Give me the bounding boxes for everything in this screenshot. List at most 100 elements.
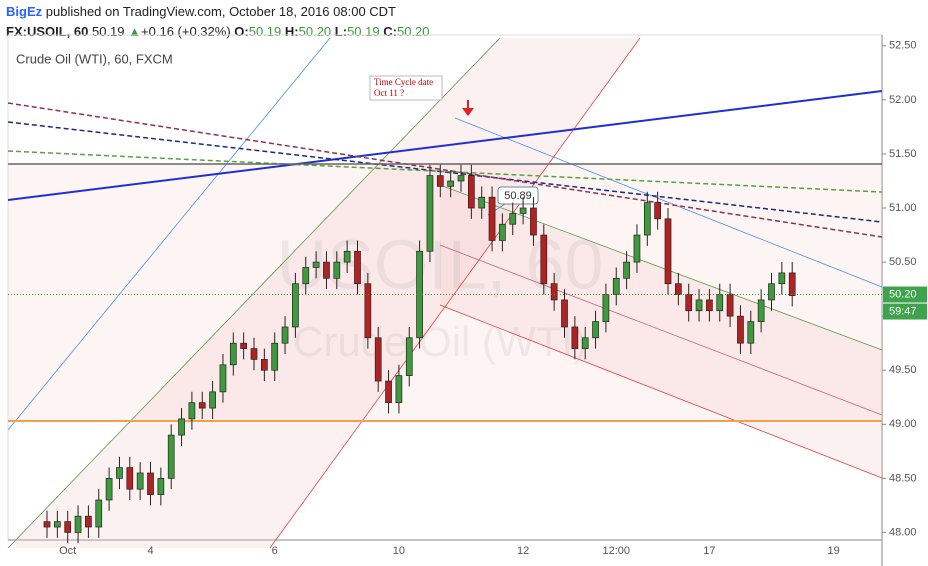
candle-body [561, 299, 568, 328]
candle-body [540, 234, 548, 285]
candle-body [550, 283, 558, 301]
publish-info: published on TradingView.com, October 18… [45, 4, 397, 19]
candle-body [447, 180, 454, 187]
author[interactable]: BigEz [6, 4, 43, 19]
y-tick-label: 52.00 [889, 94, 917, 106]
candle-body [643, 202, 651, 236]
candle-body [198, 402, 206, 409]
candle-body [105, 478, 113, 501]
candle-body [747, 321, 755, 344]
publish-line: BigEz published on TradingView.com, Octo… [6, 2, 430, 22]
y-tick-label: 49.50 [889, 364, 917, 376]
candle-body [519, 207, 527, 214]
candle-body [623, 261, 630, 279]
trend-line [7, 37, 331, 431]
callout-box [497, 186, 539, 205]
trend-line [454, 117, 883, 288]
channel-line [269, 37, 641, 549]
candle-body [778, 272, 786, 285]
candle-body [571, 326, 579, 349]
candle-body [726, 294, 734, 317]
candle-body [436, 175, 444, 187]
candle-body [271, 342, 279, 371]
trend-line [7, 90, 883, 201]
candle-body [499, 223, 506, 241]
x-tick-label: 6 [272, 545, 278, 557]
candle-body [757, 299, 765, 322]
candle-body [788, 272, 796, 296]
candle-body [457, 175, 465, 182]
candle-body [178, 418, 185, 436]
fork-zone [440, 185, 882, 478]
candle-body [374, 337, 382, 382]
watermark-symbol: USOIL, 60 [277, 225, 604, 303]
y-tick-label: 51.50 [889, 148, 917, 160]
countdown-label: 59:47 [889, 305, 917, 317]
x-tick-label: 4 [147, 545, 153, 557]
candle-body [343, 250, 351, 263]
candle-body [323, 261, 330, 279]
candle-body [602, 294, 610, 322]
x-tick-label: 12:00 [602, 545, 630, 557]
range-zone [8, 164, 882, 421]
candle-body [664, 218, 672, 285]
candle-body [674, 283, 682, 295]
fork-line [439, 244, 883, 416]
candle-body [737, 315, 744, 344]
candle-body [364, 283, 372, 339]
candle-body [716, 294, 724, 312]
candle-body [633, 234, 641, 263]
candle-body [654, 202, 662, 220]
x-tick-label: 19 [827, 545, 839, 557]
red-arrow [462, 100, 474, 116]
candle-body [354, 250, 361, 285]
y-tick-label: 48.00 [889, 526, 917, 538]
candle-body [488, 196, 496, 241]
candle-body [74, 515, 82, 533]
trend-line [7, 121, 883, 223]
candle-body [385, 380, 392, 404]
candle-body [250, 348, 258, 360]
candle-body [240, 342, 247, 349]
x-tick-label: 12 [517, 545, 529, 557]
trend-line [7, 150, 883, 193]
candle-body [468, 175, 475, 209]
note-line: Time Cycle date [374, 77, 433, 87]
candle-body [126, 467, 134, 490]
candle-body [426, 175, 434, 252]
candle-body [167, 434, 175, 479]
note-line: Oct 11 ? [374, 88, 404, 98]
candle-body [685, 294, 693, 312]
candle-body [302, 267, 310, 285]
trend-line [7, 102, 883, 238]
candle-body [581, 337, 589, 349]
candle-body [261, 359, 268, 371]
candle-body [312, 261, 320, 268]
candle-body [292, 283, 299, 328]
candle-body [219, 364, 227, 393]
candle-body [136, 472, 144, 490]
candle-body [592, 321, 599, 339]
candle-body [405, 337, 413, 376]
candle-body [509, 213, 517, 225]
candle-body [95, 499, 103, 528]
y-tick-label: 52.50 [889, 40, 917, 52]
candle-body [333, 261, 341, 279]
candle-body [53, 521, 61, 528]
candle-body [188, 402, 196, 420]
watermark-name: Crude Oil (WTI) [293, 318, 587, 365]
candle-body [612, 277, 620, 295]
candle-body [147, 472, 154, 495]
channel-line [7, 37, 501, 549]
y-tick-label: 50.50 [889, 256, 917, 268]
x-tick-label: 17 [703, 545, 715, 557]
callout-text: 50.89 [504, 190, 532, 202]
candle-body [530, 207, 537, 236]
last-price-box [883, 286, 927, 303]
candle-body [43, 521, 51, 528]
candle-body [116, 467, 123, 479]
y-tick-label: 49.00 [889, 418, 917, 430]
chart-title: Crude Oil (WTI), 60, FXCM [16, 51, 173, 66]
